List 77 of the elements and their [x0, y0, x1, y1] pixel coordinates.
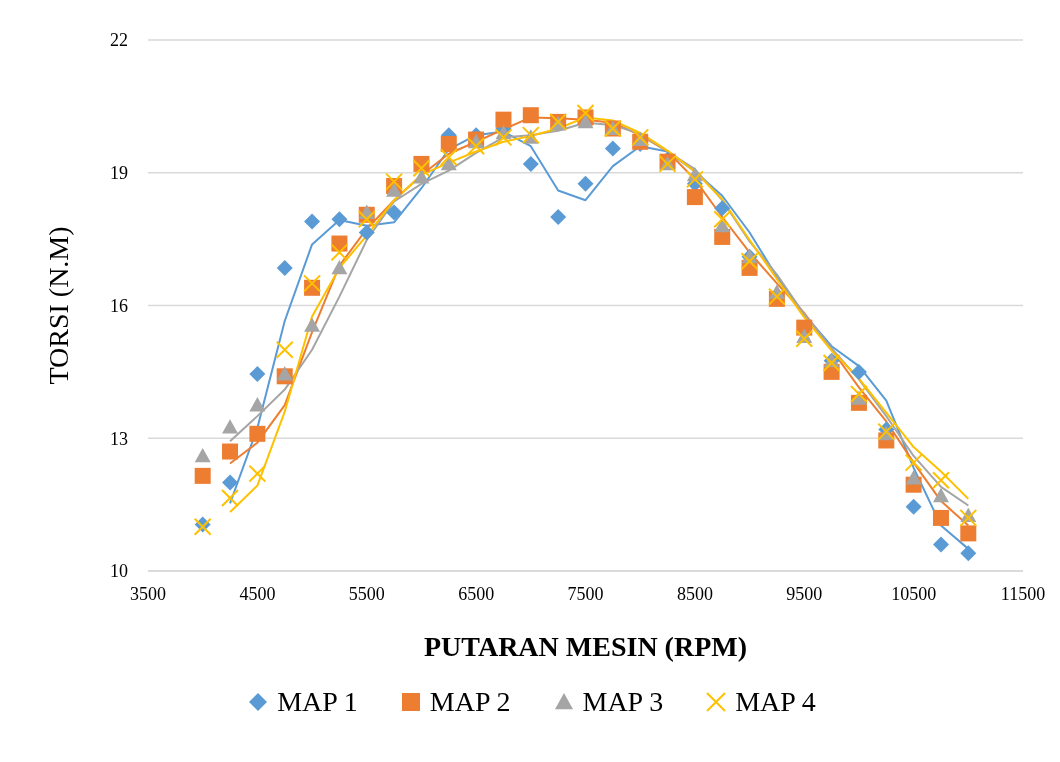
- point: [577, 175, 594, 192]
- point: [276, 366, 293, 381]
- y-axis-title: TORSI (N.M): [42, 226, 74, 385]
- point: [495, 111, 512, 128]
- point: [522, 107, 539, 124]
- x-tick-label: 3500: [130, 583, 166, 604]
- y-tick-label: 22: [110, 30, 128, 51]
- x-tick-label: 4500: [239, 583, 276, 604]
- point: [357, 210, 376, 229]
- point: [222, 419, 239, 434]
- point: [932, 487, 949, 503]
- x-axis-title: PUTARAN MESIN (RPM): [424, 631, 747, 662]
- point: [412, 159, 431, 178]
- x-tick-label: 6500: [458, 583, 495, 604]
- point: [604, 140, 621, 157]
- point: [222, 474, 239, 491]
- point: [577, 113, 594, 129]
- point: [386, 182, 403, 197]
- point: [685, 170, 704, 189]
- legend-label: MAP 2: [429, 686, 511, 718]
- point: [249, 397, 266, 412]
- point: [248, 464, 267, 483]
- point: [740, 252, 759, 271]
- legend-label: MAP 1: [277, 686, 358, 718]
- point: [522, 155, 539, 172]
- point: [932, 509, 949, 526]
- point: [303, 274, 322, 293]
- legend-label: MAP 3: [582, 686, 664, 718]
- point: [386, 204, 403, 221]
- point: [849, 385, 868, 403]
- point: [194, 467, 211, 484]
- x-tick-label: 7500: [567, 583, 604, 604]
- point: [959, 508, 978, 527]
- point: [249, 425, 266, 442]
- point: [194, 447, 211, 463]
- point: [222, 443, 239, 460]
- point: [905, 470, 922, 485]
- point: [331, 259, 348, 275]
- point: [304, 317, 321, 332]
- point: [960, 545, 977, 562]
- point: [713, 210, 732, 229]
- point: [822, 354, 841, 373]
- x-tick-label: 10500: [891, 583, 937, 604]
- x-tick-label: 8500: [676, 583, 713, 604]
- legend-label: MAP 4: [735, 686, 816, 718]
- point: [275, 340, 294, 359]
- x-tick-label: 11500: [1000, 583, 1046, 604]
- point: [249, 366, 266, 383]
- point: [795, 329, 814, 348]
- point: [932, 536, 949, 553]
- point: [904, 453, 923, 472]
- point: [439, 148, 458, 167]
- point: [440, 135, 457, 152]
- point: [850, 363, 867, 380]
- point: [385, 172, 404, 191]
- point: [686, 189, 703, 206]
- point: [413, 169, 430, 184]
- y-tick-label: 13: [110, 428, 128, 449]
- x-tick-label: 5500: [348, 583, 385, 604]
- point: [358, 224, 375, 241]
- y-tick-label: 19: [110, 163, 128, 184]
- point: [304, 213, 321, 230]
- x-tick-label: 9500: [786, 583, 823, 604]
- y-tick-label: 16: [110, 295, 128, 316]
- y-tick-label: 10: [110, 561, 128, 582]
- point: [960, 525, 977, 542]
- point: [905, 498, 922, 515]
- point: [221, 488, 240, 507]
- point: [576, 104, 595, 123]
- point: [714, 200, 731, 217]
- point: [550, 209, 567, 225]
- point: [331, 211, 348, 228]
- point: [330, 243, 349, 262]
- point: [467, 137, 486, 156]
- point: [276, 259, 293, 276]
- point: [494, 128, 513, 147]
- point: [931, 471, 950, 490]
